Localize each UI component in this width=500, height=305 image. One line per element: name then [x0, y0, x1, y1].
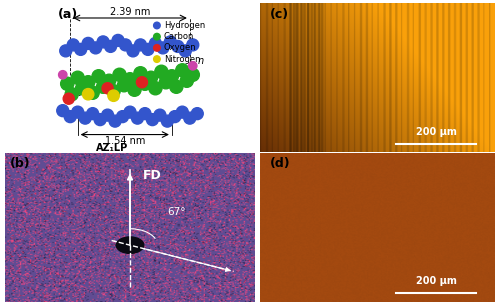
Circle shape: [71, 71, 85, 84]
Circle shape: [118, 79, 130, 92]
Text: n: n: [198, 56, 203, 66]
Circle shape: [86, 86, 99, 99]
Circle shape: [96, 80, 110, 93]
Text: 2.39 nm: 2.39 nm: [110, 7, 150, 17]
Circle shape: [176, 106, 188, 118]
Circle shape: [116, 237, 144, 253]
Circle shape: [94, 114, 106, 126]
Circle shape: [160, 76, 172, 89]
Text: (a): (a): [58, 8, 78, 20]
Circle shape: [134, 67, 147, 80]
Circle shape: [144, 71, 158, 84]
Circle shape: [82, 38, 94, 49]
Text: (b): (b): [10, 157, 30, 170]
Circle shape: [113, 68, 126, 81]
Text: 200 μm: 200 μm: [416, 276, 457, 286]
Text: Carbon: Carbon: [164, 32, 194, 41]
Circle shape: [154, 56, 160, 63]
Circle shape: [79, 112, 91, 124]
Circle shape: [180, 45, 192, 57]
Text: Nitrogen: Nitrogen: [164, 55, 200, 64]
Circle shape: [86, 108, 99, 120]
Circle shape: [72, 106, 84, 118]
Text: (d): (d): [270, 157, 290, 170]
Circle shape: [109, 115, 121, 127]
Circle shape: [170, 80, 183, 93]
Circle shape: [157, 42, 169, 54]
Circle shape: [149, 82, 162, 95]
Circle shape: [124, 73, 136, 86]
Circle shape: [136, 77, 147, 88]
Text: Hydrogen: Hydrogen: [164, 21, 205, 30]
Text: 1.54 nm: 1.54 nm: [104, 136, 145, 146]
Circle shape: [164, 36, 176, 48]
Circle shape: [76, 82, 89, 95]
Circle shape: [154, 109, 166, 121]
Circle shape: [142, 43, 154, 56]
Circle shape: [154, 22, 160, 29]
Circle shape: [172, 40, 184, 52]
Circle shape: [155, 65, 168, 78]
Circle shape: [63, 93, 74, 104]
Circle shape: [64, 111, 76, 123]
Text: AZ₁LP: AZ₁LP: [96, 143, 128, 153]
Text: 200 μm: 200 μm: [416, 127, 457, 137]
Circle shape: [187, 39, 198, 51]
Circle shape: [120, 39, 132, 51]
Circle shape: [60, 77, 74, 90]
Circle shape: [186, 68, 200, 81]
Circle shape: [127, 45, 139, 57]
Circle shape: [162, 115, 173, 127]
Circle shape: [90, 42, 102, 54]
Text: Oxygen: Oxygen: [164, 43, 196, 52]
Text: 67°: 67°: [168, 207, 186, 217]
Circle shape: [154, 33, 160, 40]
Circle shape: [58, 70, 67, 79]
Circle shape: [138, 77, 151, 90]
Circle shape: [60, 45, 72, 57]
Text: FD: FD: [142, 169, 161, 182]
Circle shape: [150, 38, 162, 49]
Circle shape: [154, 45, 160, 51]
Circle shape: [104, 40, 117, 52]
Circle shape: [57, 105, 68, 117]
Circle shape: [102, 74, 116, 87]
Circle shape: [92, 70, 105, 83]
Circle shape: [102, 109, 114, 121]
Circle shape: [97, 36, 109, 48]
Circle shape: [184, 112, 196, 124]
Circle shape: [124, 106, 136, 118]
Circle shape: [134, 39, 146, 51]
Circle shape: [192, 108, 203, 120]
Circle shape: [128, 83, 141, 96]
Circle shape: [139, 108, 151, 120]
Circle shape: [67, 39, 79, 51]
Circle shape: [102, 83, 113, 94]
Circle shape: [82, 88, 94, 100]
Circle shape: [107, 85, 120, 98]
Circle shape: [132, 112, 143, 124]
Text: (c): (c): [270, 8, 288, 20]
Text: 40°: 40°: [67, 93, 82, 102]
Circle shape: [188, 62, 197, 70]
Circle shape: [74, 43, 86, 56]
Circle shape: [166, 70, 178, 83]
Circle shape: [176, 64, 189, 77]
Circle shape: [180, 74, 194, 87]
Circle shape: [65, 88, 78, 101]
Circle shape: [169, 111, 181, 123]
Circle shape: [108, 90, 119, 101]
Circle shape: [146, 114, 158, 126]
Circle shape: [112, 34, 124, 46]
Circle shape: [116, 111, 128, 123]
Circle shape: [82, 76, 94, 89]
